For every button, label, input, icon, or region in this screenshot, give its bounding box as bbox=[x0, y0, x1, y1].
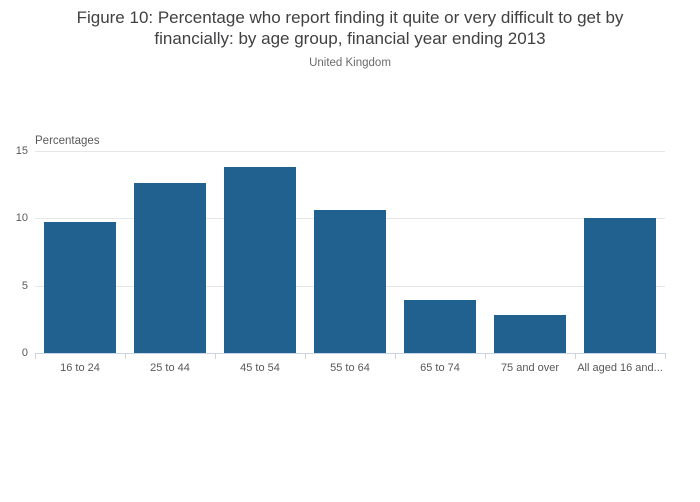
chart-subtitle: United Kingdom bbox=[309, 57, 391, 69]
x-tick-label: 45 to 54 bbox=[240, 362, 280, 374]
bar-45-to-54[interactable] bbox=[224, 167, 296, 353]
bar-55-to-64[interactable] bbox=[314, 210, 386, 353]
x-axis-tick bbox=[665, 353, 666, 359]
chart-title-line2: financially: by age group, financial yea… bbox=[154, 29, 546, 48]
y-tick-label: 5 bbox=[21, 280, 28, 292]
x-axis-tick bbox=[305, 353, 306, 359]
gridline-y-15 bbox=[35, 151, 665, 152]
bar-75-and-over[interactable] bbox=[494, 315, 566, 353]
bar-25-to-44[interactable] bbox=[134, 183, 206, 353]
y-tick-label: 0 bbox=[21, 347, 28, 359]
x-tick-label: 25 to 44 bbox=[150, 362, 190, 374]
x-axis-tick bbox=[125, 353, 126, 359]
x-tick-label: 16 to 24 bbox=[60, 362, 100, 374]
y-axis-title: Percentages bbox=[35, 135, 100, 147]
x-tick-label: All aged 16 and... bbox=[577, 362, 663, 374]
bar-65-to-74[interactable] bbox=[404, 300, 476, 353]
x-axis-tick bbox=[395, 353, 396, 359]
x-tick-label: 65 to 74 bbox=[420, 362, 460, 374]
chart-title-line1: Figure 10: Percentage who report finding… bbox=[76, 8, 624, 27]
x-tick-label: 75 and over bbox=[500, 362, 560, 374]
x-axis-tick bbox=[35, 353, 36, 359]
y-tick-label: 10 bbox=[15, 212, 28, 224]
bar-all-aged-16-and-[interactable] bbox=[584, 218, 656, 353]
bar-16-to-24[interactable] bbox=[44, 222, 116, 353]
x-axis-tick bbox=[575, 353, 576, 359]
x-tick-label: 55 to 64 bbox=[330, 362, 370, 374]
x-axis-line bbox=[35, 353, 666, 354]
x-axis-tick bbox=[485, 353, 486, 359]
y-tick-label: 15 bbox=[15, 145, 28, 157]
x-axis-tick bbox=[215, 353, 216, 359]
chart-title: Figure 10: Percentage who report finding… bbox=[0, 7, 700, 49]
